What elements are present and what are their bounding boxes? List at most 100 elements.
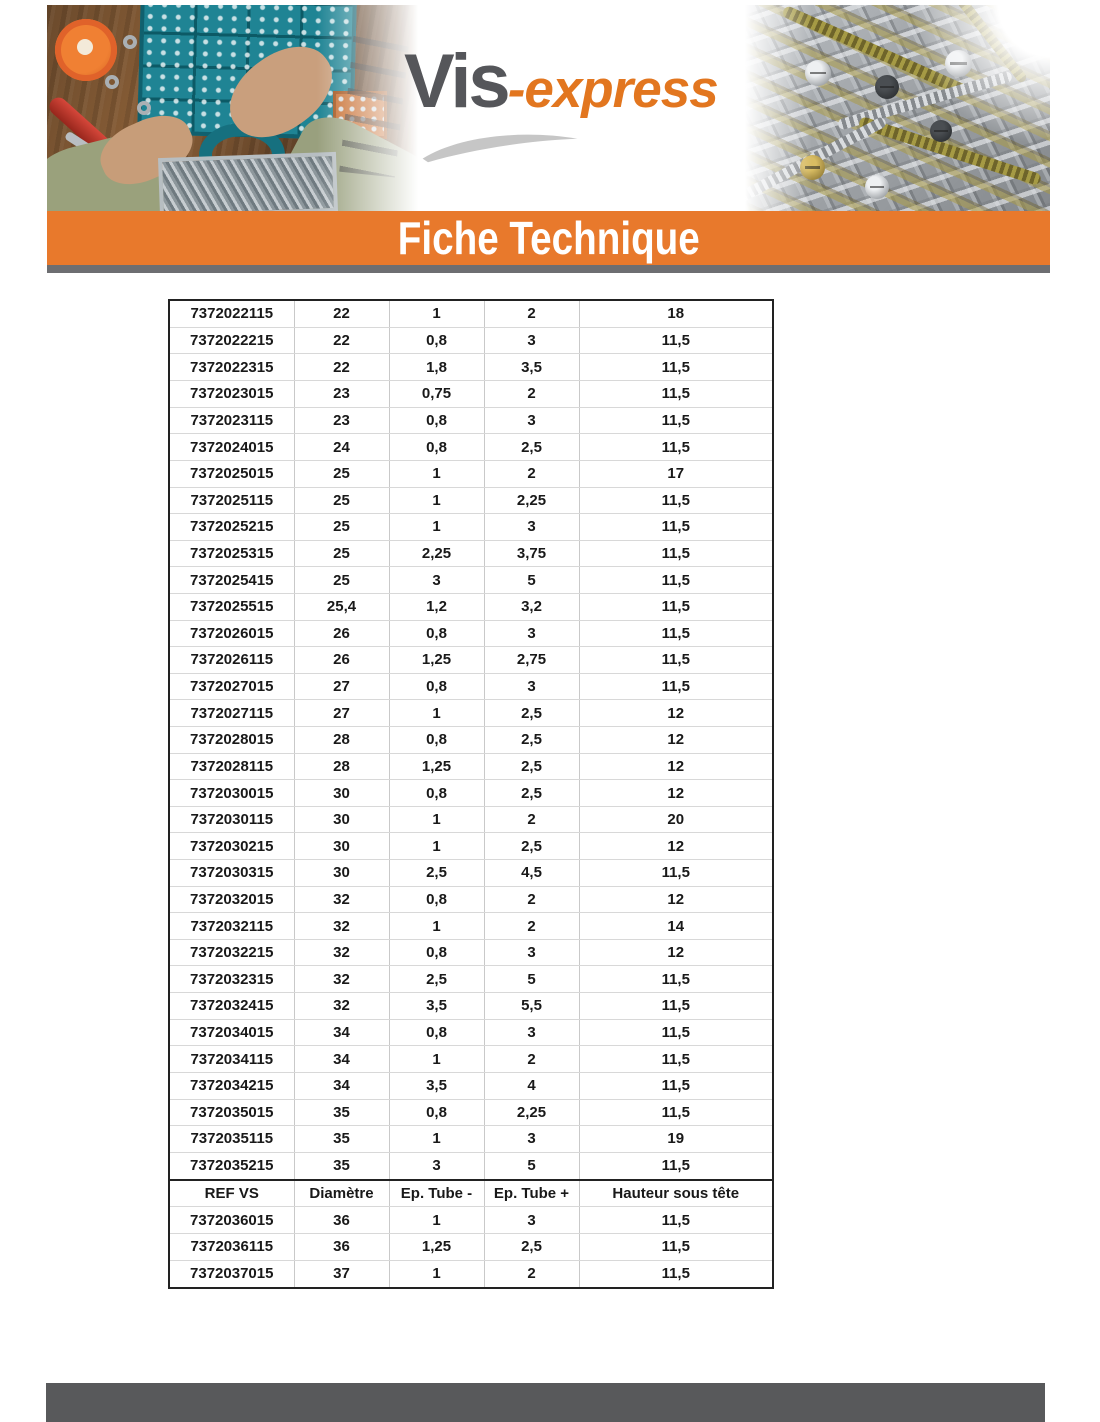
table-cell: 11,5 (578, 326, 774, 355)
table-cell: 11,5 (578, 513, 774, 541)
table-cell: 3 (483, 326, 580, 355)
table-cell: 3 (483, 1125, 580, 1153)
table-row: 7372023115 23 0,8 3 11,5 (168, 406, 774, 435)
table-cell: 7372030115 (168, 805, 295, 834)
table-cell: 22 (293, 326, 390, 355)
table-cell: 1 (388, 459, 485, 488)
table-cell: 3,75 (483, 539, 580, 568)
table-cell: 7372028115 (168, 752, 295, 781)
table-cell: 11,5 (578, 539, 774, 568)
table-cell: 11,5 (578, 619, 774, 648)
table-cell: 0,8 (388, 406, 485, 435)
photo-fade (47, 5, 422, 211)
table-row: 7372032115 32 1 2 14 (168, 912, 774, 940)
table-cell: 1 (388, 912, 485, 940)
table-cell: 1 (388, 299, 485, 328)
page-title: Fiche Technique (397, 212, 700, 264)
table-row: 7372022315 22 1,8 3,5 11,5 (168, 353, 774, 382)
table-cell: 34 (293, 1045, 390, 1073)
table-cell: 1 (388, 1125, 485, 1153)
table-cell: 2,5 (483, 699, 580, 727)
table-cell: 7372026115 (168, 646, 295, 674)
table-cell: 2,5 (483, 779, 580, 807)
banner-underline (47, 265, 1050, 273)
table-row: 7372026115 26 1,25 2,75 11,5 (168, 646, 774, 674)
table-cell: 36 (293, 1206, 390, 1235)
table-row: 7372035215 35 3 5 11,5 (168, 1151, 774, 1181)
table-cell: 3,5 (388, 992, 485, 1020)
table-cell: 7372022215 (168, 326, 295, 355)
table-row: 7372035115 35 1 3 19 (168, 1125, 774, 1153)
table-cell: 12 (578, 726, 774, 754)
table-cell: 11,5 (578, 433, 774, 461)
table-header-row: REF VS Diamètre Ep. Tube - Ep. Tube + Hauteu… (168, 1178, 774, 1208)
table-cell: 18 (578, 299, 774, 328)
footer-bar (46, 1383, 1045, 1422)
table-cell: 12 (578, 938, 774, 967)
table-cell: 7372032115 (168, 912, 295, 940)
table-cell: 1 (388, 1045, 485, 1073)
table-cell: 0,8 (388, 885, 485, 914)
table-cell: 3 (483, 619, 580, 648)
table-cell: 7372023115 (168, 406, 295, 435)
table-cell: 7372025015 (168, 459, 295, 488)
table-cell: 19 (578, 1125, 774, 1153)
table-cell: 25 (293, 539, 390, 568)
table-row: 7372032215 32 0,8 3 12 (168, 938, 774, 967)
table-row: 7372034215 34 3,5 4 11,5 (168, 1071, 774, 1100)
table-cell: 32 (293, 992, 390, 1020)
table-cell: 0,8 (388, 938, 485, 967)
table-row: 7372030315 30 2,5 4,5 11,5 (168, 859, 774, 887)
table-cell: 11,5 (578, 380, 774, 408)
table-cell: 4,5 (483, 859, 580, 887)
table-row: 7372024015 24 0,8 2,5 11,5 (168, 433, 774, 461)
table-row: 7372026015 26 0,8 3 11,5 (168, 619, 774, 648)
table-cell: 25 (293, 566, 390, 594)
table-row: 7372034115 34 1 2 11,5 (168, 1045, 774, 1073)
table-cell: 11,5 (578, 486, 774, 515)
table-cell: 2,25 (483, 486, 580, 515)
table-cell: 3 (483, 672, 580, 701)
spec-table-body: 7372022115 22 1 2 18 7372022215 22 0,8 3 11,5 7372… (168, 299, 774, 1289)
table-cell: 11,5 (578, 992, 774, 1020)
table-cell: 2,5 (483, 752, 580, 781)
table-cell: 7372028015 (168, 726, 295, 754)
table-cell: 0,75 (388, 380, 485, 408)
table-row: 7372037015 37 1 2 11,5 (168, 1259, 774, 1289)
table-cell: 3 (483, 1206, 580, 1235)
table-cell: 0,8 (388, 619, 485, 648)
table-cell: 7372032215 (168, 938, 295, 967)
table-cell: 12 (578, 832, 774, 861)
table-cell: 7372025415 (168, 566, 295, 594)
table-cell: 30 (293, 832, 390, 861)
table-row: 7372027015 27 0,8 3 11,5 (168, 672, 774, 701)
table-cell: 5 (483, 1151, 580, 1181)
table-cell: 1 (388, 699, 485, 727)
table-cell: 20 (578, 805, 774, 834)
table-cell: 0,8 (388, 779, 485, 807)
table-cell: 5 (483, 566, 580, 594)
table-cell: 7372025115 (168, 486, 295, 515)
table-cell: 2 (483, 299, 580, 328)
table-cell: 23 (293, 406, 390, 435)
table-row: 7372032415 32 3,5 5,5 11,5 (168, 992, 774, 1020)
left-header-photo (47, 5, 422, 211)
table-row: 7372030215 30 1 2,5 12 (168, 832, 774, 861)
table-row: 7372025515 25,4 1,2 3,2 11,5 (168, 592, 774, 621)
table-cell: 7372035015 (168, 1098, 295, 1127)
table-cell: 4 (483, 1071, 580, 1100)
table-cell: 14 (578, 912, 774, 940)
table-cell: 0,8 (388, 672, 485, 701)
table-cell: 32 (293, 912, 390, 940)
table-cell: 0,8 (388, 1098, 485, 1127)
table-cell: 7372022115 (168, 299, 295, 328)
table-cell: 11,5 (578, 1045, 774, 1073)
table-cell: 7372036115 (168, 1233, 295, 1261)
table-cell: 1,25 (388, 752, 485, 781)
table-row: 7372028115 28 1,25 2,5 12 (168, 752, 774, 781)
table-header-cell: Diamètre (293, 1178, 390, 1208)
table-row: 7372022115 22 1 2 18 (168, 299, 774, 328)
table-cell: 2,5 (388, 965, 485, 994)
table-cell: 7372025215 (168, 513, 295, 541)
